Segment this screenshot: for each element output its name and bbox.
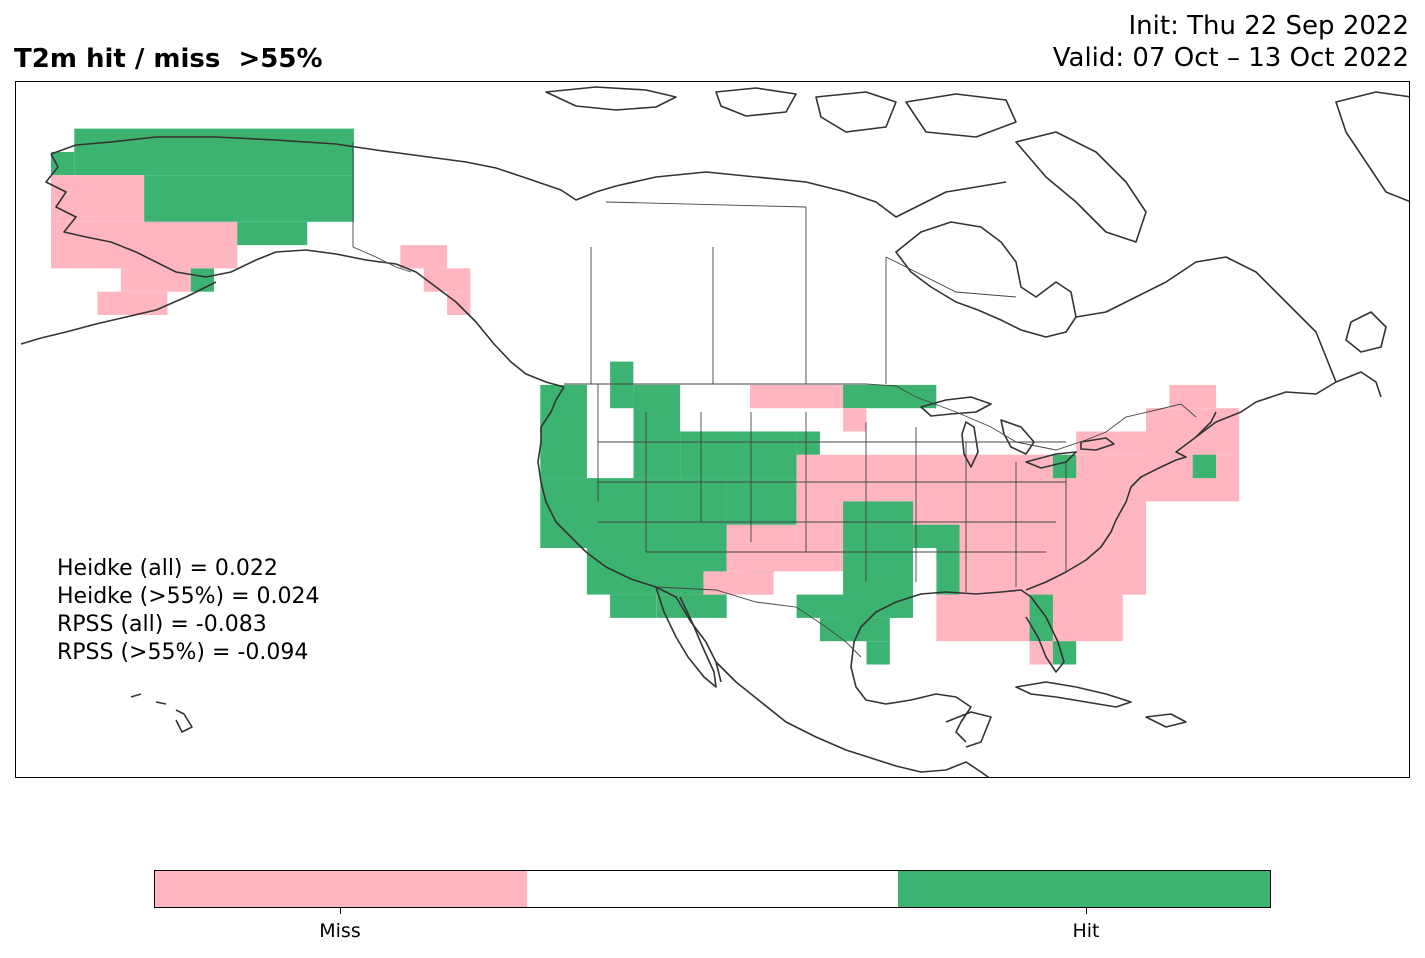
rpss-above-55: RPSS (>55%) = -0.094 <box>57 640 309 665</box>
date-info: Init: Thu 22 Sep 2022 Valid: 07 Oct – 13… <box>1053 10 1409 74</box>
us-canada-border <box>564 383 1197 451</box>
colorbar-miss-segment <box>155 871 527 907</box>
miss-cell <box>1146 408 1240 455</box>
hit-cell <box>610 361 634 409</box>
hudson-bay <box>895 221 1077 338</box>
hit-cell <box>1052 641 1077 665</box>
hispaniola <box>1145 713 1187 728</box>
hit-cell <box>843 501 913 548</box>
miss-cell <box>447 291 471 315</box>
alaska-canada-border <box>352 142 412 273</box>
us-mexico-border <box>655 586 862 658</box>
mainland-north-coast <box>615 171 1007 218</box>
colorbar-tick-miss <box>340 908 341 914</box>
miss-cell <box>51 175 145 222</box>
miss-cell <box>843 408 867 432</box>
hit-cell <box>74 128 354 176</box>
us-west-coast <box>537 386 722 683</box>
hit-cell <box>866 641 890 665</box>
miss-cell <box>423 268 471 292</box>
hawaii-islands <box>130 693 193 733</box>
greenland-edge <box>1335 91 1409 203</box>
us-state-lines <box>597 384 1067 592</box>
hit-cell <box>796 431 820 455</box>
colorbar-hit-segment <box>898 871 1271 907</box>
hit-cell <box>144 175 354 222</box>
colorbar-tick-hit <box>1086 908 1087 914</box>
maritimes-coast <box>1195 371 1382 438</box>
heidke-all: Heidke (all) = 0.022 <box>57 556 278 581</box>
miss-cell <box>1169 384 1216 409</box>
hit-cell <box>237 221 308 246</box>
political-borders <box>352 142 1197 658</box>
miss-cell <box>400 245 447 269</box>
init-date: Init: Thu 22 Sep 2022 <box>1128 11 1409 41</box>
arctic-island-2 <box>715 87 797 117</box>
miss-cell <box>703 571 774 595</box>
newfoundland <box>1345 311 1387 353</box>
hit-cell <box>1192 454 1216 479</box>
gulf-coast <box>850 589 1065 743</box>
lake-superior <box>920 396 992 417</box>
hit-cell <box>936 548 960 595</box>
mexico-coast <box>715 661 990 777</box>
alaska-west-coast <box>45 153 565 388</box>
grid-cells <box>51 128 1240 665</box>
lake-ontario <box>1080 437 1115 451</box>
hit-cell <box>1052 454 1077 479</box>
hit-cell <box>540 384 587 479</box>
aleutian-chain <box>20 281 217 345</box>
map-panel <box>15 81 1410 778</box>
lake-erie <box>1025 451 1077 469</box>
yucatan-peninsula <box>945 711 992 748</box>
hit-cell <box>656 594 727 618</box>
hit-cell <box>913 524 960 548</box>
miss-cell <box>97 291 168 315</box>
miss-cell <box>74 245 98 269</box>
miss-cell <box>959 454 1240 502</box>
colorbar-neutral-segment <box>526 871 899 907</box>
coastlines-and-borders <box>20 86 1409 777</box>
colorbar-label-hit: Hit <box>1072 920 1100 942</box>
hit-cell <box>843 384 937 409</box>
hit-cell <box>610 594 657 618</box>
miss-cell <box>120 268 191 292</box>
colorbar <box>154 870 1271 908</box>
hit-cell <box>680 431 797 479</box>
labrador-coast <box>1075 256 1337 383</box>
rpss-all: RPSS (all) = -0.083 <box>57 612 267 637</box>
hit-cell <box>633 384 681 479</box>
baja-peninsula <box>655 586 717 688</box>
lake-huron <box>1000 419 1035 455</box>
hit-cell <box>819 617 890 642</box>
hit-cell <box>1029 594 1053 618</box>
skill-scores: Heidke (all) = 0.022 Heidke (>55%) = 0.0… <box>57 555 320 667</box>
us-east-coast <box>1025 411 1217 591</box>
lake-michigan <box>961 421 979 468</box>
heidke-above-55: Heidke (>55%) = 0.024 <box>57 584 320 609</box>
hit-cell <box>796 594 867 618</box>
baffin-island <box>1015 131 1147 243</box>
alaska-coast <box>50 136 617 201</box>
map-canvas <box>20 86 1409 777</box>
canadian-provinces <box>590 201 1017 384</box>
cuba <box>1015 681 1132 708</box>
valid-range: Valid: 07 Oct – 13 Oct 2022 <box>1052 43 1409 73</box>
arctic-island-1 <box>545 86 677 111</box>
miss-cell <box>750 384 844 409</box>
hit-cell <box>1029 617 1053 642</box>
arctic-island-4 <box>905 93 1017 138</box>
colorbar-label-miss: Miss <box>319 920 361 942</box>
arctic-island-3 <box>815 91 897 133</box>
map-title: T2m hit / miss >55% <box>14 44 323 74</box>
hit-cell <box>540 478 727 548</box>
